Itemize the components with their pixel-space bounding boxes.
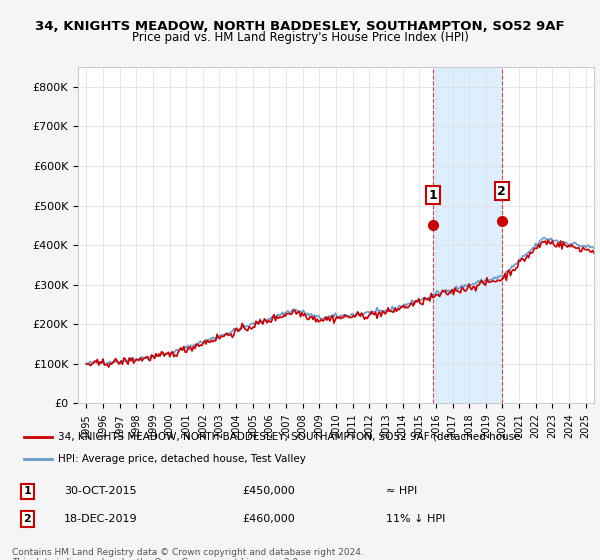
Text: Contains HM Land Registry data © Crown copyright and database right 2024.
This d: Contains HM Land Registry data © Crown c… (12, 548, 364, 560)
Text: 34, KNIGHTS MEADOW, NORTH BADDESLEY, SOUTHAMPTON, SO52 9AF (detached house: 34, KNIGHTS MEADOW, NORTH BADDESLEY, SOU… (58, 432, 521, 442)
Text: 18-DEC-2019: 18-DEC-2019 (64, 514, 137, 524)
Text: 1: 1 (428, 189, 437, 202)
Text: 11% ↓ HPI: 11% ↓ HPI (386, 514, 446, 524)
Text: 2: 2 (497, 185, 506, 198)
Text: 34, KNIGHTS MEADOW, NORTH BADDESLEY, SOUTHAMPTON, SO52 9AF: 34, KNIGHTS MEADOW, NORTH BADDESLEY, SOU… (35, 20, 565, 32)
Text: £450,000: £450,000 (242, 487, 295, 496)
Text: 1: 1 (23, 487, 31, 496)
Text: Price paid vs. HM Land Registry's House Price Index (HPI): Price paid vs. HM Land Registry's House … (131, 31, 469, 44)
Bar (433, 67, 502, 403)
Text: £460,000: £460,000 (242, 514, 295, 524)
Text: 30-OCT-2015: 30-OCT-2015 (64, 487, 136, 496)
Text: ≈ HPI: ≈ HPI (386, 487, 418, 496)
Text: HPI: Average price, detached house, Test Valley: HPI: Average price, detached house, Test… (58, 454, 306, 464)
Text: 2: 2 (23, 514, 31, 524)
